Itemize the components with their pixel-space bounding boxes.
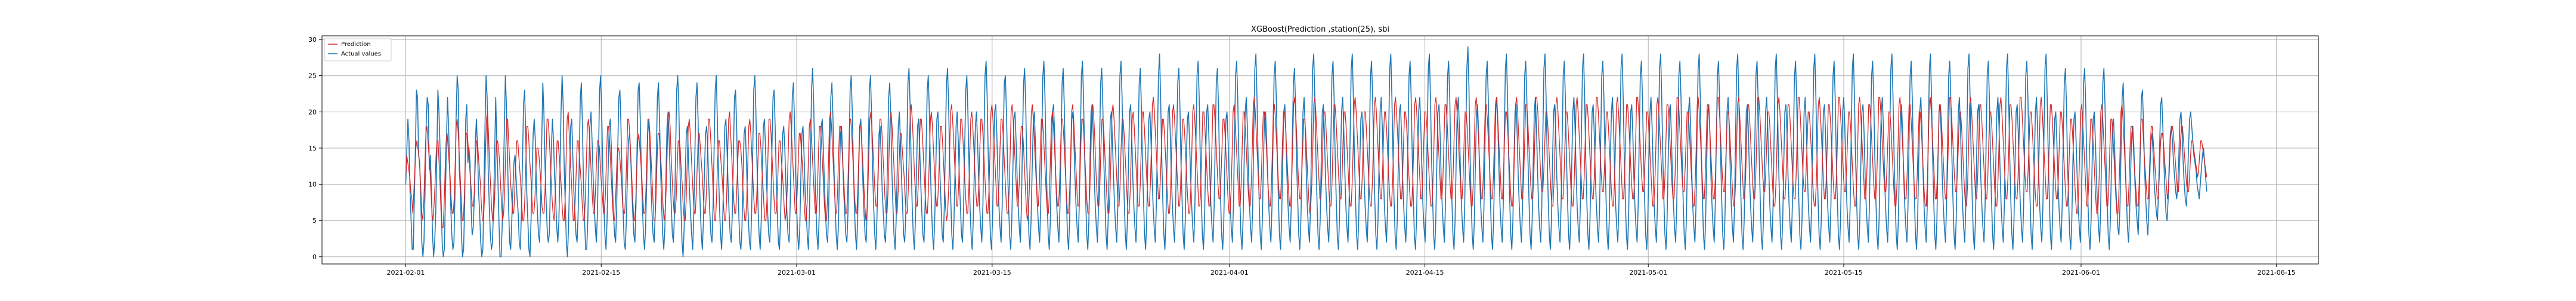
legend-label-prediction: Prediction — [341, 41, 371, 48]
x-tick-label: 2021-02-01 — [387, 269, 425, 277]
chart-title: XGBoost(Prediction ,station(25), sbi — [1251, 25, 1389, 34]
x-tick-label: 2021-02-15 — [582, 269, 620, 277]
plot-area-frame — [321, 35, 2319, 265]
x-tick-label: 2021-03-15 — [973, 269, 1011, 277]
x-tick-label: 2021-06-15 — [2258, 269, 2296, 277]
x-tick-label: 2021-05-15 — [1825, 269, 1863, 277]
y-tick-label: 15 — [308, 145, 317, 152]
y-tick-label: 25 — [308, 72, 317, 80]
series-line-prediction — [405, 97, 2207, 229]
x-tick-label: 2021-04-01 — [1210, 269, 1249, 277]
x-tick-label: 2021-03-01 — [778, 269, 816, 277]
y-tick-label: 10 — [308, 181, 317, 189]
x-tick-label: 2021-05-01 — [1629, 269, 1667, 277]
y-tick-label: 0 — [312, 253, 317, 261]
y-tick-label: 20 — [308, 108, 317, 116]
y-tick-label: 5 — [312, 217, 317, 225]
x-tick-label: 2021-06-01 — [2062, 269, 2100, 277]
legend: Prediction Actual values — [324, 38, 392, 62]
series-line-actual-values — [405, 46, 2207, 257]
x-tick-label: 2021-04-15 — [1406, 269, 1444, 277]
series-layer — [405, 46, 2207, 257]
axis-ticks: 2021-02-01 2021-02-15 2021-03-01 2021-03-15… — [308, 36, 2296, 277]
legend-label-actual: Actual values — [341, 51, 381, 57]
y-tick-label: 30 — [308, 36, 317, 44]
legend-box — [324, 38, 392, 62]
